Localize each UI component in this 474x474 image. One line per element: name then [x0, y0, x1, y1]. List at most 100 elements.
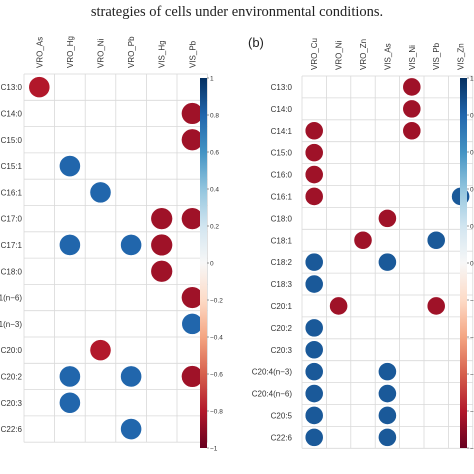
colorbar-tick-label: 0: [470, 261, 474, 268]
row-label: C22:6: [271, 433, 293, 442]
correlation-circle: [181, 128, 204, 151]
correlation-circle: [304, 340, 324, 360]
correlation-circle: [59, 391, 81, 414]
colorbar-tick-label: −0.4: [470, 335, 474, 342]
correlation-circle: [304, 274, 324, 294]
column-label: VIS_Pb: [188, 40, 197, 68]
correlation-circle: [353, 230, 373, 250]
correlation-circle: [304, 121, 324, 141]
correlation-circle: [304, 165, 324, 184]
colorbar-tick-label: −1: [210, 446, 218, 453]
correlation-circle: [378, 362, 397, 382]
correlation-circle: [304, 143, 324, 163]
correlation-circle: [304, 187, 324, 206]
correlation-circle: [89, 339, 112, 362]
row-label: C16:1: [1, 188, 23, 197]
correlation-circle: [181, 312, 204, 335]
colorbar-tick-label: 0.2: [210, 224, 219, 231]
row-label: C20:4(n−6): [252, 390, 293, 399]
colorbar-tick-label: 0.8: [470, 113, 474, 120]
row-label: C18:1: [271, 236, 293, 245]
correlation-circle: [181, 102, 204, 125]
row-label: C20:2: [1, 372, 23, 381]
row-label: :1(n−6): [0, 294, 22, 303]
panel-label: (b): [248, 35, 264, 50]
colorbar-tick-label: 0.6: [210, 150, 219, 157]
row-label: C20:5: [271, 411, 293, 420]
row-label: C15:0: [1, 136, 23, 145]
correlation-circle: [402, 121, 422, 141]
row-label: C17:1: [1, 241, 23, 250]
correlation-circle: [59, 365, 81, 388]
correlation-circle: [304, 427, 324, 447]
row-label: C16:0: [271, 171, 293, 180]
colorbar-tick-label: −0.8: [210, 409, 223, 416]
correlation-circle: [378, 252, 397, 272]
correlation-circle: [378, 384, 397, 403]
correlation-circle: [59, 234, 81, 256]
row-label: C13:0: [271, 83, 293, 92]
column-label: VRO_As: [35, 37, 44, 68]
row-label: C20:0: [1, 346, 23, 355]
colorbar-tick-label: 0.8: [210, 113, 219, 120]
correlation-circle: [304, 252, 324, 272]
row-label: C16:1: [271, 192, 293, 201]
row-label: C15:1: [1, 162, 23, 171]
column-label: VRO_Ni: [335, 40, 344, 70]
correlation-circle: [150, 207, 173, 230]
column-label: VIS_As: [383, 43, 392, 70]
column-label: VRO_Hg: [66, 36, 75, 68]
correlation-circle: [150, 233, 173, 257]
colorbar-tick-label: 1: [210, 76, 214, 83]
column-label: VRO_Zn: [359, 39, 368, 70]
colorbar-tick-label: 0.4: [210, 187, 219, 194]
colorbar-tick-label: −0.6: [470, 372, 474, 379]
correlation-circle: [378, 208, 397, 228]
correlation-circle: [378, 427, 397, 447]
colorbar: [200, 78, 207, 448]
row-label: C22:6: [1, 425, 23, 434]
colorbar-tick-label: −1: [470, 446, 474, 453]
colorbar-tick-label: 1: [470, 76, 474, 83]
row-label: C14:0: [271, 105, 293, 114]
correlation-circle: [89, 181, 112, 204]
correlation-circle: [426, 230, 446, 250]
colorbar-tick-label: −0.2: [210, 298, 223, 305]
correlation-circle: [304, 384, 324, 403]
figure-caption: strategies of cells under environmental …: [90, 4, 384, 20]
correlation-circle: [304, 362, 324, 382]
colorbar-tick-label: −0.8: [470, 409, 474, 416]
correlation-circle: [120, 365, 142, 388]
correlation-circle: [181, 286, 204, 309]
correlation-circle: [181, 365, 204, 388]
row-label: C18:0: [271, 214, 293, 223]
column-label: VRO_Pb: [127, 36, 136, 68]
column-label: VIS_Ni: [408, 45, 417, 70]
colorbar: [460, 78, 467, 448]
correlation-circle: [150, 260, 173, 283]
row-label: C14:1: [271, 127, 293, 136]
row-label: C20:4(n−3): [252, 368, 293, 377]
column-label: VIS_Pb: [432, 42, 441, 70]
colorbar-tick-label: −0.6: [210, 372, 223, 379]
row-label: C20:2: [271, 324, 293, 333]
correlation-circle: [402, 77, 422, 97]
column-label: VIS_Hg: [158, 40, 167, 68]
colorbar-tick-label: −0.4: [210, 335, 223, 342]
colorbar-tick-label: 0: [210, 261, 214, 268]
row-label: C13:0: [1, 83, 23, 92]
colorbar-tick-label: 0.6: [470, 150, 474, 157]
row-label: C18:0: [1, 267, 23, 276]
correlation-circle: [120, 234, 142, 256]
panel-1: VRO_As VRO_Hg VRO_Ni VRO_Pb VIS_Hg VIS_Pb C13:…: [0, 36, 223, 453]
column-label: VIS_Zn: [457, 43, 466, 70]
row-label: C20:1: [271, 302, 293, 311]
row-label: C14:0: [1, 109, 23, 118]
correlation-circle: [120, 418, 142, 440]
row-label: C18:2: [271, 258, 293, 267]
correlation-circle: [28, 76, 51, 99]
row-label: C18:3: [271, 280, 293, 289]
row-label: C20:3: [1, 399, 23, 408]
colorbar-tick-label: 0.4: [470, 187, 474, 194]
row-label: C20:3: [271, 346, 293, 355]
